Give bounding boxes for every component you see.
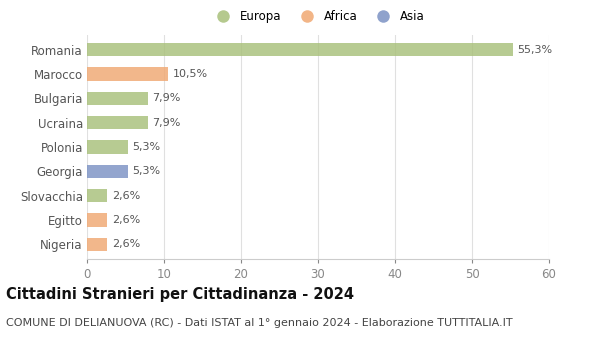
Text: 2,6%: 2,6% — [112, 215, 140, 225]
Bar — [87, 140, 128, 154]
Bar — [87, 164, 128, 178]
Text: 7,9%: 7,9% — [152, 93, 181, 103]
Bar — [87, 116, 148, 130]
Bar — [87, 214, 107, 227]
Text: 10,5%: 10,5% — [172, 69, 208, 79]
Bar — [87, 189, 107, 202]
Text: 2,6%: 2,6% — [112, 191, 140, 201]
Bar — [87, 43, 513, 56]
Bar — [87, 238, 107, 251]
Text: 5,3%: 5,3% — [133, 166, 161, 176]
Text: Cittadini Stranieri per Cittadinanza - 2024: Cittadini Stranieri per Cittadinanza - 2… — [6, 287, 354, 302]
Bar — [87, 92, 148, 105]
Text: 5,3%: 5,3% — [133, 142, 161, 152]
Text: 2,6%: 2,6% — [112, 239, 140, 250]
Text: COMUNE DI DELIANUOVA (RC) - Dati ISTAT al 1° gennaio 2024 - Elaborazione TUTTITA: COMUNE DI DELIANUOVA (RC) - Dati ISTAT a… — [6, 318, 512, 329]
Text: 55,3%: 55,3% — [517, 44, 553, 55]
Text: 7,9%: 7,9% — [152, 118, 181, 128]
Legend: Europa, Africa, Asia: Europa, Africa, Asia — [208, 7, 428, 27]
Bar — [87, 67, 168, 80]
